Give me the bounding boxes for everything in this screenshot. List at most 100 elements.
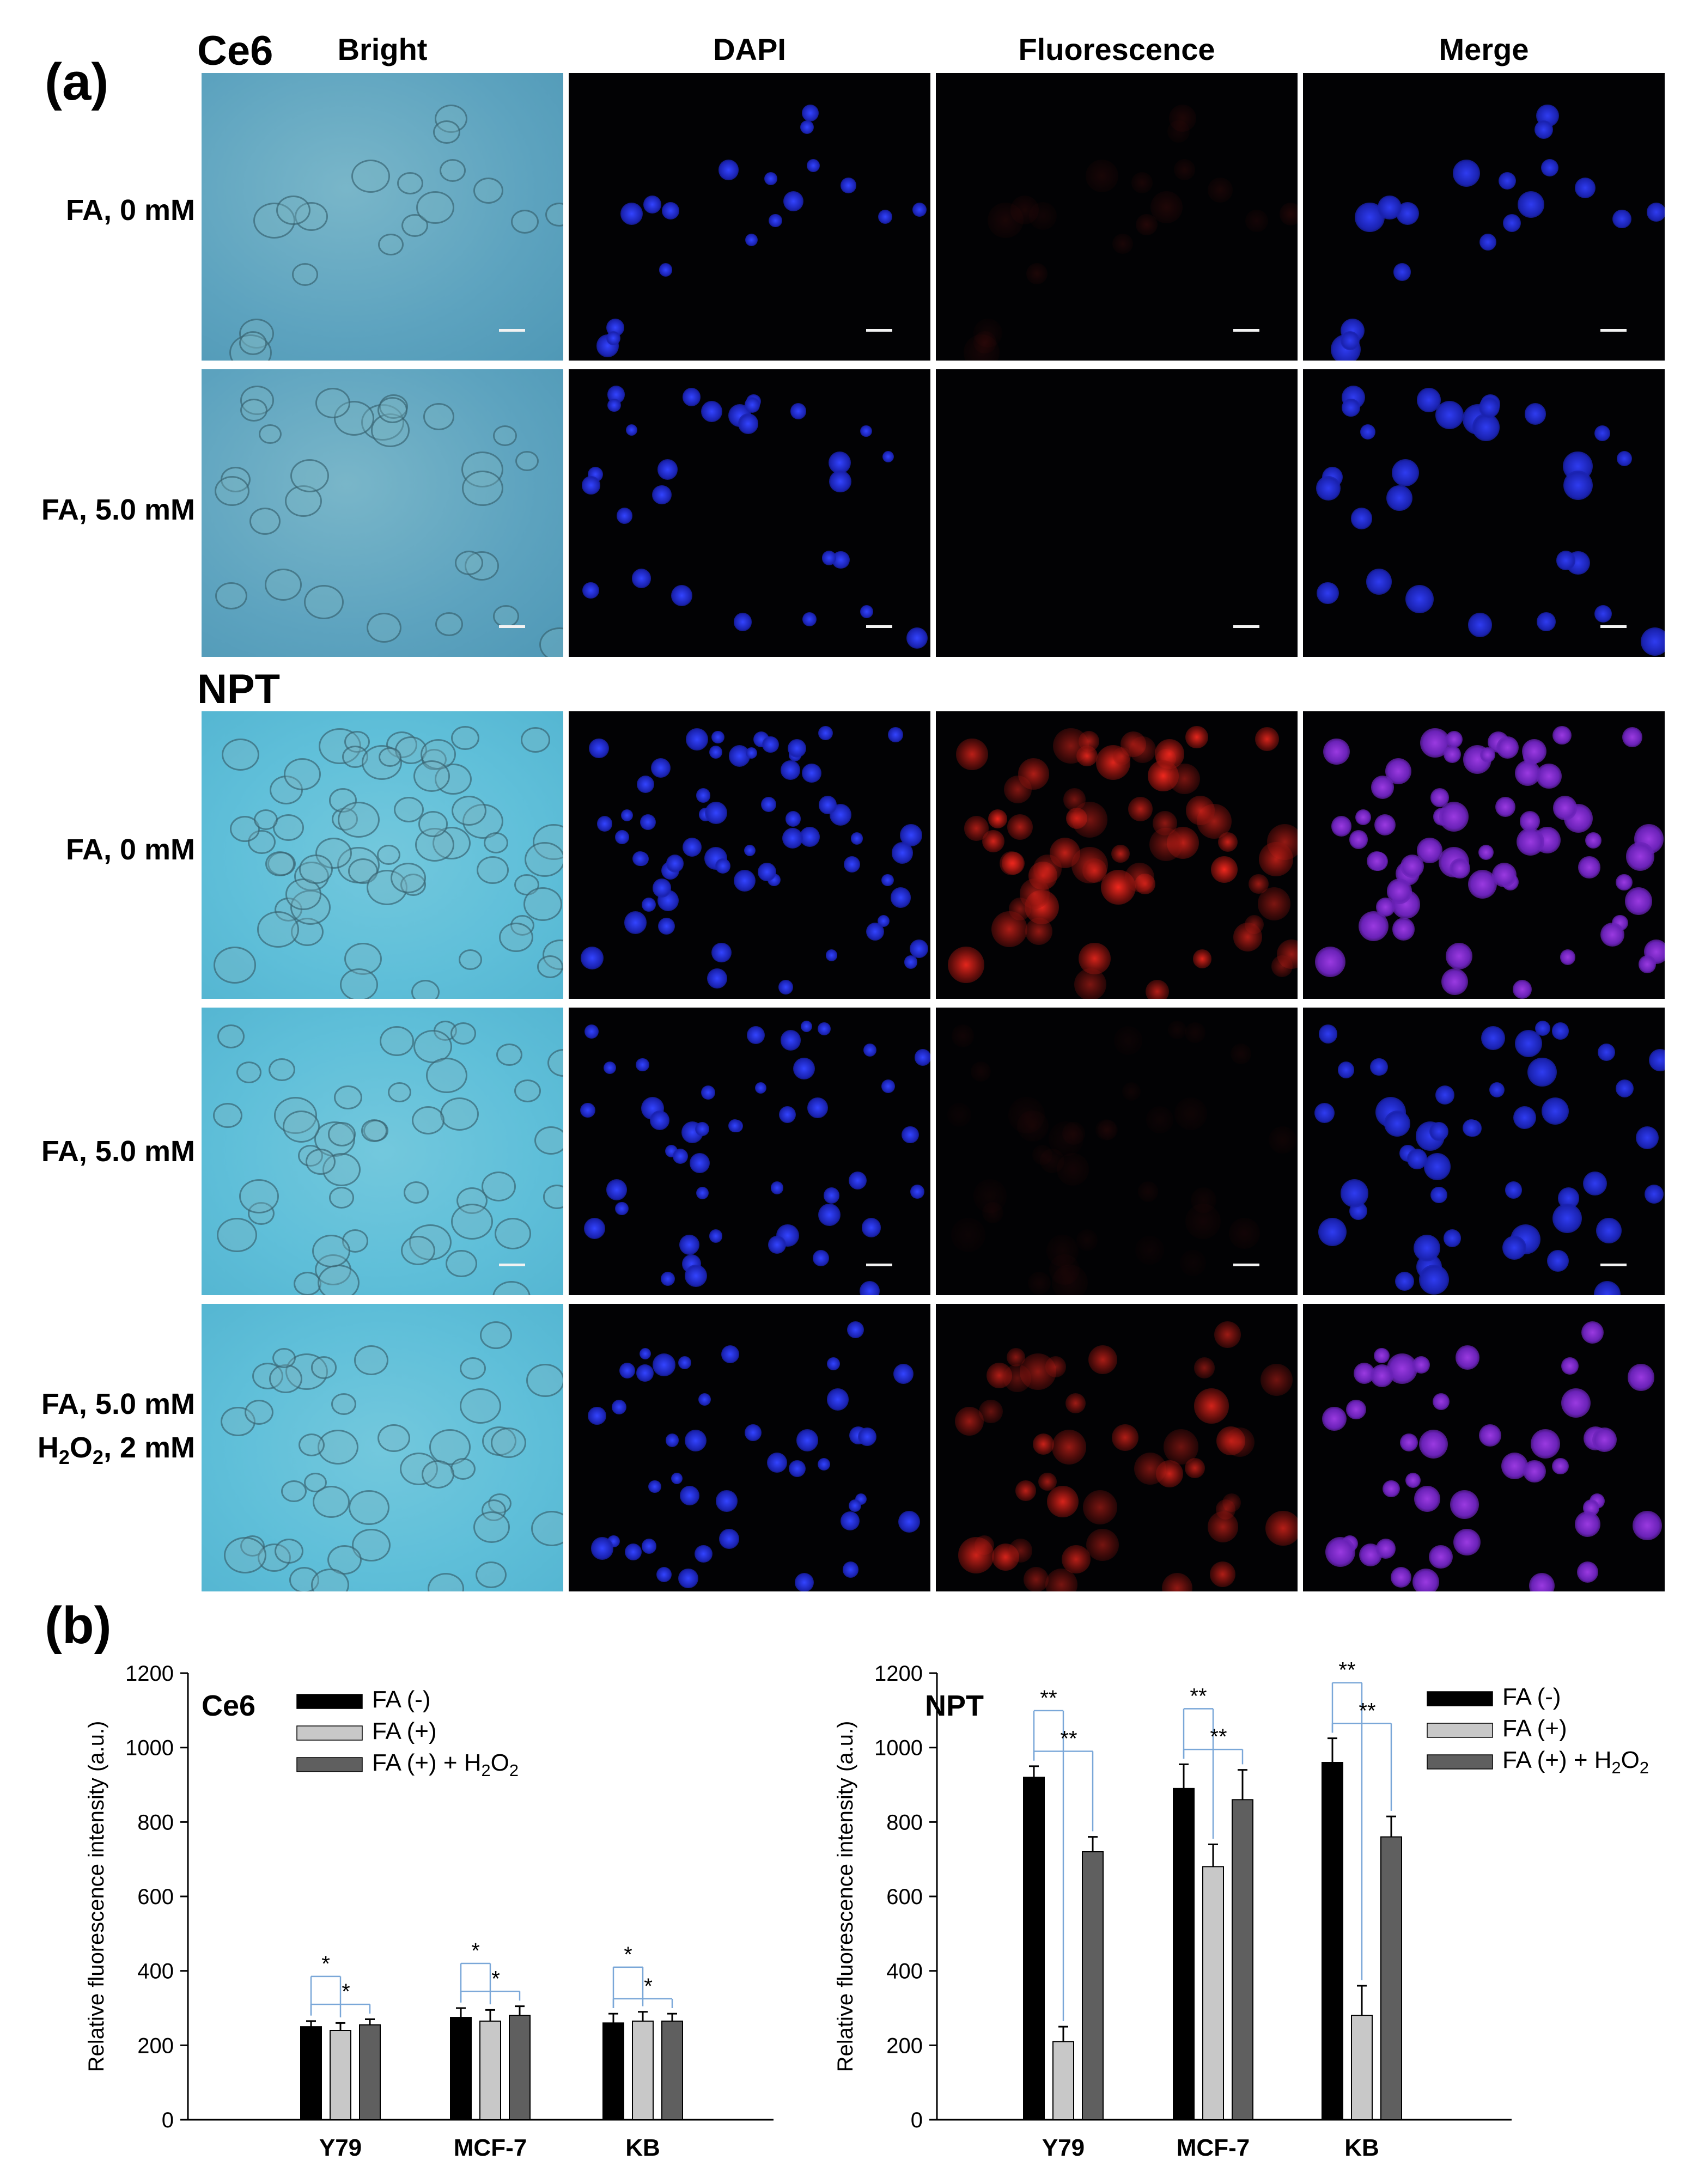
cell-blob: [678, 1356, 691, 1370]
cell-blob: [848, 1171, 867, 1190]
cell-blob: [1505, 1181, 1522, 1199]
cell-blob: [1612, 209, 1631, 229]
cell-blob: [860, 425, 872, 437]
cell-blob: [1374, 814, 1396, 836]
cell-blob: [590, 1537, 614, 1560]
micrograph-merge-row-0: [1303, 73, 1665, 361]
cell-blob: [1276, 940, 1298, 969]
cell-blob: [377, 397, 408, 424]
cell-blob: [817, 1022, 831, 1035]
cell-blob: [1259, 842, 1293, 877]
cell-blob: [215, 582, 248, 610]
cell-blob: [711, 942, 732, 963]
cell-blob: [1045, 1356, 1067, 1377]
cell-blob: [1414, 1486, 1440, 1512]
y-tick-label: 800: [137, 1810, 174, 1834]
y-axis-title: Relative fluorescence intensity (a.u.): [833, 1721, 857, 2072]
cell-blob: [310, 1356, 337, 1379]
cell-blob: [656, 1566, 672, 1583]
cell-blob: [728, 1119, 742, 1133]
significance-marker: *: [644, 1974, 653, 1998]
y-tick-label: 0: [162, 2108, 174, 2132]
cell-blob: [642, 898, 656, 912]
bar-0: [1023, 1777, 1045, 2121]
cell-blob: [701, 1085, 716, 1100]
chart-title: NPT: [925, 1689, 984, 1722]
cell-blob: [272, 814, 305, 841]
cell-blob: [807, 1097, 828, 1118]
cell-blob: [1527, 1057, 1557, 1087]
cell-blob: [1452, 160, 1480, 187]
cell-blob: [1046, 1234, 1079, 1267]
cell-blob: [1217, 832, 1238, 852]
scale-bar: [1233, 329, 1259, 332]
cell-blob: [738, 413, 759, 434]
significance-marker: **: [1060, 1727, 1077, 1751]
cell-blob: [711, 730, 724, 744]
cell-blob: [893, 1364, 914, 1384]
cell-blob: [648, 1480, 661, 1493]
cell-blob: [1167, 120, 1190, 143]
cell-blob: [1582, 1171, 1607, 1196]
cell-blob: [1443, 1229, 1462, 1248]
chart-title: Ce6: [202, 1689, 255, 1722]
cell-blob: [1390, 1566, 1411, 1588]
cell-blob: [671, 1472, 683, 1484]
cell-blob: [1317, 582, 1339, 605]
cell-blob: [1636, 1126, 1659, 1149]
cell-blob: [589, 738, 609, 759]
cell-blob: [625, 424, 637, 436]
cell-blob: [1128, 796, 1153, 821]
cell-blob: [1412, 1568, 1440, 1591]
cell-blob: [515, 450, 539, 472]
bar-2: [1380, 1836, 1402, 2120]
cell-blob: [1086, 1528, 1119, 1561]
cell-blob: [1491, 863, 1517, 888]
cell-blob: [537, 955, 563, 979]
cell-blob: [813, 1250, 830, 1266]
cell-blob: [213, 1102, 242, 1128]
cell-blob: [223, 1537, 266, 1573]
cell-blob: [650, 1111, 670, 1130]
cell-blob: [890, 887, 911, 908]
significance-marker: **: [1359, 1699, 1375, 1723]
cell-blob: [348, 858, 378, 884]
cell-blob: [229, 816, 260, 842]
cell-blob: [1512, 979, 1532, 999]
cell-blob: [393, 796, 424, 823]
cell-blob: [1056, 1153, 1089, 1186]
cell-blob: [1342, 398, 1360, 417]
bar-0: [1173, 1788, 1195, 2121]
cell-blob: [1530, 1429, 1560, 1459]
cell-blob: [1598, 1044, 1616, 1061]
cell-blob: [640, 1347, 651, 1360]
significance-marker: *: [342, 1980, 350, 2004]
cell-blob: [1280, 203, 1298, 225]
cell-blob: [800, 826, 820, 847]
cell-blob: [616, 508, 633, 524]
cell-blob: [1152, 811, 1177, 836]
cell-blob: [695, 1122, 709, 1137]
cell-blob: [657, 917, 675, 935]
micrograph-fluorescence-row-2: [936, 711, 1298, 999]
cell-blob: [492, 1281, 531, 1295]
cell-blob: [1039, 1149, 1064, 1174]
micrograph-bright-row-4: [202, 1304, 563, 1591]
cell-blob: [1472, 413, 1500, 441]
cell-blob: [766, 1452, 787, 1473]
significance-marker: **: [1190, 1684, 1207, 1708]
category-label: MCF-7: [1177, 2134, 1250, 2161]
significance-marker: **: [1338, 1658, 1355, 1682]
cell-blob: [440, 1097, 479, 1131]
cell-blob: [327, 1122, 356, 1146]
cell-blob: [1495, 796, 1516, 818]
panel-b-letter: (b): [45, 1596, 112, 1655]
cell-blob: [1136, 213, 1158, 236]
cell-blob: [1112, 233, 1133, 254]
cell-blob: [986, 1362, 1012, 1388]
cell-blob: [686, 728, 709, 751]
cell-blob: [902, 1126, 919, 1144]
bar-2: [661, 2020, 683, 2121]
cell-blob: [689, 1153, 710, 1174]
cell-blob: [947, 947, 984, 984]
